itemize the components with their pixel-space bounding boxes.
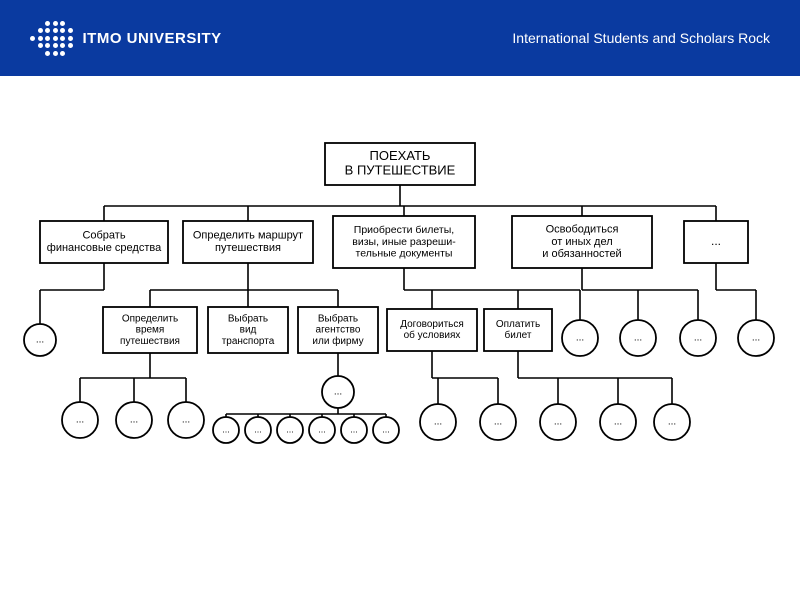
tagline: International Students and Scholars Rock	[512, 30, 770, 46]
tree-node-label: ...	[752, 333, 760, 344]
tree-node-label: ...	[554, 417, 562, 428]
tree-node-label: об условиях	[404, 329, 461, 341]
tree-node-label: от иных дел	[551, 236, 612, 248]
tree-node-label: финансовые средства	[47, 242, 162, 254]
tree-node-label: путешествия	[120, 336, 180, 347]
logo-dots-icon	[30, 21, 73, 56]
tree-node-label: Выбрать	[318, 312, 358, 324]
tree-node-label: агентство	[316, 325, 361, 336]
tree-node-label: ...	[711, 234, 721, 248]
tree-node-label: ПОЕХАТЬ	[370, 148, 431, 163]
tree-node-label: Договориться	[400, 319, 464, 330]
logo-text: ITMO UNIVERSITY	[83, 30, 222, 47]
tree-node-label: Оплатить	[496, 319, 540, 330]
tree-node-label: ...	[36, 335, 44, 346]
tree-node-label: ...	[382, 424, 390, 434]
tree-node-label: билет	[505, 329, 532, 341]
tree-node-label: ...	[434, 417, 442, 428]
tree-node-label: ...	[334, 387, 342, 398]
tree-node-label: ...	[76, 415, 84, 426]
tree-node-label: ...	[494, 417, 502, 428]
tree-node-label: время	[136, 325, 165, 336]
tree-node-label: визы, иные разреши-	[352, 236, 456, 248]
tree-node-label: Определить	[122, 313, 178, 324]
tree-node-label: ...	[614, 417, 622, 428]
tree-node-label: Определить маршрут	[193, 230, 303, 242]
logo: ITMO UNIVERSITY	[30, 21, 222, 56]
tree-node-label: ...	[130, 415, 138, 426]
tree-node-label: ...	[694, 333, 702, 344]
tree-node-label: ...	[182, 415, 190, 426]
tree-node-label: ...	[576, 333, 584, 344]
tree-node-label: ...	[318, 424, 326, 434]
tree-node-label: ...	[286, 424, 294, 434]
tree-node-label: Собрать	[82, 230, 125, 242]
tree-node-label: ...	[222, 424, 230, 434]
tree-node-label: Приобрести билеты,	[354, 224, 454, 236]
tree-node-label: Освободиться	[546, 224, 619, 236]
tree-node-label: вид	[240, 325, 257, 336]
tree-node-label: ...	[668, 417, 676, 428]
tree-node-label: В ПУТЕШЕСТВИЕ	[345, 163, 456, 178]
tree-node-label: транспорта	[222, 336, 275, 347]
tree-node-label: ...	[634, 333, 642, 344]
tree-node-label: путешествия	[215, 242, 281, 254]
tree-node-label: ...	[350, 424, 358, 434]
tree-node-label: ...	[254, 424, 262, 434]
tree-node-label: или фирму	[312, 335, 363, 347]
tree-node-label: и обязанностей	[542, 248, 621, 260]
header-bar: ITMO UNIVERSITY International Students a…	[0, 0, 800, 76]
tree-diagram: ПОЕХАТЬВ ПУТЕШЕСТВИЕ Собратьфинансовые ср…	[0, 130, 800, 490]
tree-node-label: тельные документы	[356, 248, 453, 260]
tree-node-label: Выбрать	[228, 312, 268, 324]
